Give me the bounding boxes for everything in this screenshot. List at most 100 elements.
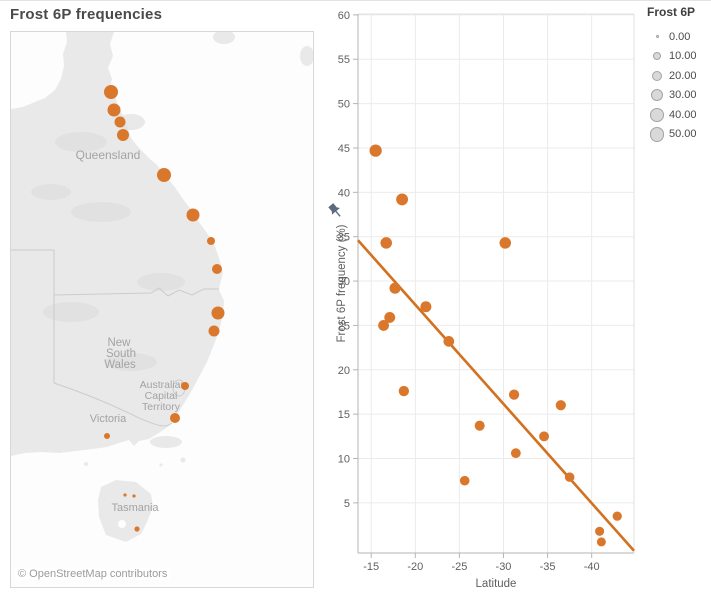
legend-item: 30.00 <box>647 86 709 106</box>
scatter-point[interactable] <box>555 400 566 411</box>
mainland-shape <box>11 32 224 456</box>
legend-value-label: 0.00 <box>669 30 691 43</box>
state-borders <box>11 249 219 427</box>
map-site-dot[interactable] <box>123 493 127 497</box>
legend-item: 50.00 <box>647 125 709 145</box>
scatter-point[interactable] <box>564 472 575 482</box>
map-site-dot[interactable] <box>114 116 126 128</box>
map-site-dot[interactable] <box>117 129 129 141</box>
map-label: Victoria <box>90 413 127 425</box>
scatter-point[interactable] <box>443 336 455 347</box>
y-tick-label: 25 <box>338 320 350 332</box>
map-site-dot[interactable] <box>211 306 225 320</box>
map-label: South <box>106 348 136 360</box>
legend-value-label: 50.00 <box>669 128 697 141</box>
y-tick-label: 40 <box>338 187 350 199</box>
scatter-point[interactable] <box>380 237 392 249</box>
map-site-dot[interactable] <box>186 208 200 222</box>
legend-size-circle <box>650 89 664 102</box>
map-site-dot[interactable] <box>104 85 118 99</box>
map-data-points <box>104 85 225 532</box>
scatter-panel: -15 -20 -25 -30 -35 -40 5 10 15 20 25 30 35 40 45 50 55 6… <box>326 1 642 594</box>
x-tick-label: -20 <box>407 561 423 573</box>
legend-swatch-cell <box>647 126 667 142</box>
map-site-dot[interactable] <box>132 494 136 498</box>
size-legend: Frost 6P 0.00 10.00 20.00 30.00 40.00 50.00 <box>647 5 709 144</box>
legend-value-label: 30.00 <box>669 89 697 102</box>
map-site-dot[interactable] <box>157 168 171 182</box>
scatter-point[interactable] <box>595 526 605 536</box>
map-site-dot[interactable] <box>212 264 222 274</box>
map-site-dot[interactable] <box>181 382 189 390</box>
legend-item: 10.00 <box>647 47 709 67</box>
scatter-point[interactable] <box>596 537 606 547</box>
legend-item: 40.00 <box>647 105 709 125</box>
legend-swatch-cell <box>647 89 667 102</box>
scatter-point[interactable] <box>612 511 622 521</box>
map-label: New <box>107 337 131 349</box>
legend-value-label: 40.00 <box>669 108 697 121</box>
map-label: Tasmania <box>111 502 159 514</box>
legend-value-label: 20.00 <box>669 69 697 82</box>
map-site-dot[interactable] <box>104 433 110 439</box>
scatter-point[interactable] <box>384 311 396 323</box>
legend-size-circle <box>652 52 662 61</box>
legend-item: 0.00 <box>647 27 709 47</box>
legend-size-circle <box>649 126 665 142</box>
legend-size-circle <box>650 107 664 122</box>
legend-swatch-cell <box>647 70 667 81</box>
y-tick-label: 50 <box>338 99 350 111</box>
map-site-dot[interactable] <box>208 325 220 337</box>
scatter-point[interactable] <box>499 237 512 249</box>
x-tick-label: -40 <box>584 561 600 573</box>
map-site-dot[interactable] <box>107 103 121 117</box>
y-tick-label: 10 <box>338 454 350 466</box>
scatter-chart: -15 -20 -25 -30 -35 -40 5 10 15 20 25 30 35 40 45 50 55 6… <box>327 10 635 590</box>
map-label: Queensland <box>76 148 141 162</box>
y-tick-label: 15 <box>338 409 350 421</box>
legend-swatch-cell <box>647 52 667 61</box>
map-label: Australian <box>140 379 187 391</box>
tasmania-shape <box>98 480 153 542</box>
legend-swatch-cell <box>647 35 667 39</box>
scatter-point[interactable] <box>378 320 389 331</box>
scatter-point[interactable] <box>508 389 520 400</box>
x-tick-label: -35 <box>540 561 556 573</box>
land-patches <box>31 114 185 448</box>
legend-title: Frost 6P <box>647 5 696 19</box>
osm-attribution[interactable]: © OpenStreetMap contributors <box>15 568 171 580</box>
map-site-dot[interactable] <box>134 526 140 532</box>
map-site-dot[interactable] <box>170 413 180 423</box>
scatter-point[interactable] <box>369 144 382 157</box>
y-tick-label: 60 <box>338 10 350 22</box>
scatter-point[interactable] <box>539 431 550 442</box>
scatter-point[interactable] <box>459 475 470 486</box>
scatter-point[interactable] <box>510 448 521 459</box>
pin-icon[interactable] <box>327 202 344 220</box>
y-tick-label: 20 <box>338 365 350 377</box>
x-tick-label: -15 <box>363 561 379 573</box>
scatter-point[interactable] <box>398 385 410 397</box>
scatter-point[interactable] <box>389 282 401 294</box>
page-title: Frost 6P frequencies <box>10 6 163 23</box>
y-tick-label: 30 <box>338 276 350 288</box>
y-tick-label: 45 <box>338 143 350 155</box>
legend-item: 20.00 <box>647 66 709 86</box>
y-tick-label: 5 <box>344 498 350 510</box>
tasmania-lake <box>118 520 126 528</box>
scatter-point[interactable] <box>420 301 432 313</box>
map-site-dot[interactable] <box>207 237 215 245</box>
legend-size-circle <box>651 70 663 81</box>
trend-line[interactable] <box>357 239 635 552</box>
islands <box>84 30 314 467</box>
scatter-point[interactable] <box>396 193 409 206</box>
x-tick-label: -30 <box>496 561 512 573</box>
legend-swatch-cell <box>647 107 667 122</box>
y-tick-label: 35 <box>338 232 350 244</box>
map-panel[interactable]: Queensland New South Wales Australian Capital… <box>10 30 314 588</box>
y-axis-title: Frost 6P frequency (%) <box>336 224 348 342</box>
scatter-point[interactable] <box>474 420 485 431</box>
